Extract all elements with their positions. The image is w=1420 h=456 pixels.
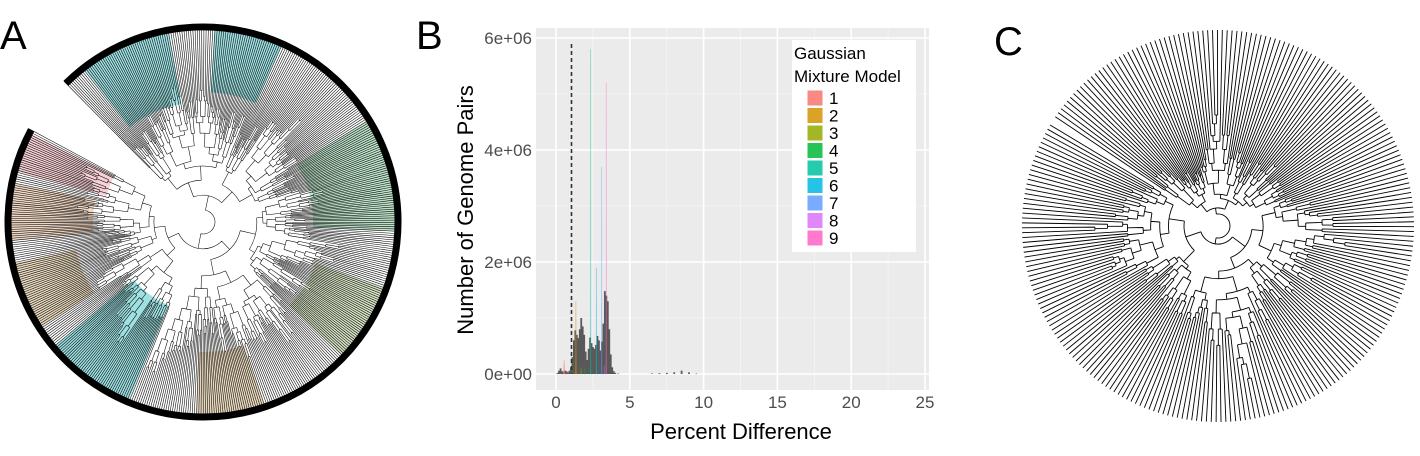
x-tick-label: 20 [842, 393, 861, 412]
legend-swatch [806, 194, 824, 212]
y-axis-title: Number of Genome Pairs [453, 85, 478, 334]
x-tick-label: 0 [551, 393, 560, 412]
legend-entry: 1 [806, 89, 838, 108]
phylogenetic-tree-a [4, 23, 402, 421]
panel-label-b: B [416, 14, 443, 58]
x-tick-label: 10 [694, 393, 713, 412]
legend-label: 4 [829, 142, 838, 161]
legend-entry: 6 [806, 177, 838, 196]
legend-entry: 4 [806, 142, 838, 161]
legend-swatch [806, 177, 824, 194]
y-tick-label: 2e+06 [484, 253, 532, 272]
legend-entry: 3 [806, 124, 838, 143]
tree-leaf-rim [4, 23, 402, 421]
legend-swatch [806, 142, 824, 159]
x-axis-title: Percent Difference [650, 419, 832, 444]
legend-label: 6 [829, 177, 838, 196]
panel-label-c: C [994, 20, 1023, 64]
legend-label: 7 [829, 194, 838, 213]
legend-label: 3 [829, 124, 838, 143]
x-tick-label: 25 [916, 393, 935, 412]
legend-title-line1: Gaussian [794, 44, 866, 63]
gmm-component-peaks [561, 49, 608, 375]
legend-entry: 5 [806, 159, 838, 178]
panel-label-a: A [0, 14, 27, 58]
legend-label: 8 [829, 212, 838, 231]
legend-swatch [806, 89, 824, 107]
legend-title-line2: Mixture Model [794, 67, 901, 86]
legend-entry: 7 [806, 194, 838, 213]
y-tick-label: 4e+06 [484, 141, 532, 160]
legend-label: 1 [829, 89, 838, 108]
x-tick-label: 5 [625, 393, 634, 412]
y-axis-ticks: 0e+00 2e+06 4e+06 6e+06 [484, 29, 532, 384]
legend-label: 5 [829, 159, 838, 178]
y-tick-label: 6e+06 [484, 29, 532, 48]
legend-swatch [806, 107, 824, 124]
x-axis-ticks: 0 5 10 15 20 25 [551, 393, 934, 412]
y-tick-label: 0e+00 [484, 365, 532, 384]
legend-swatch [806, 124, 824, 142]
legend-entry: 2 [806, 107, 838, 126]
legend-swatch [806, 212, 824, 229]
tree-branches [1022, 29, 1415, 422]
legend-swatch [806, 159, 824, 177]
legend-label: 9 [829, 229, 838, 248]
phylogenetic-tree-c [1022, 29, 1415, 422]
legend-label: 2 [829, 107, 838, 126]
legend-entry: 9 [806, 229, 838, 248]
x-tick-label: 15 [768, 393, 787, 412]
legend-swatch [806, 229, 824, 247]
legend-entry: 8 [806, 212, 838, 231]
tree-branches [5, 24, 402, 421]
